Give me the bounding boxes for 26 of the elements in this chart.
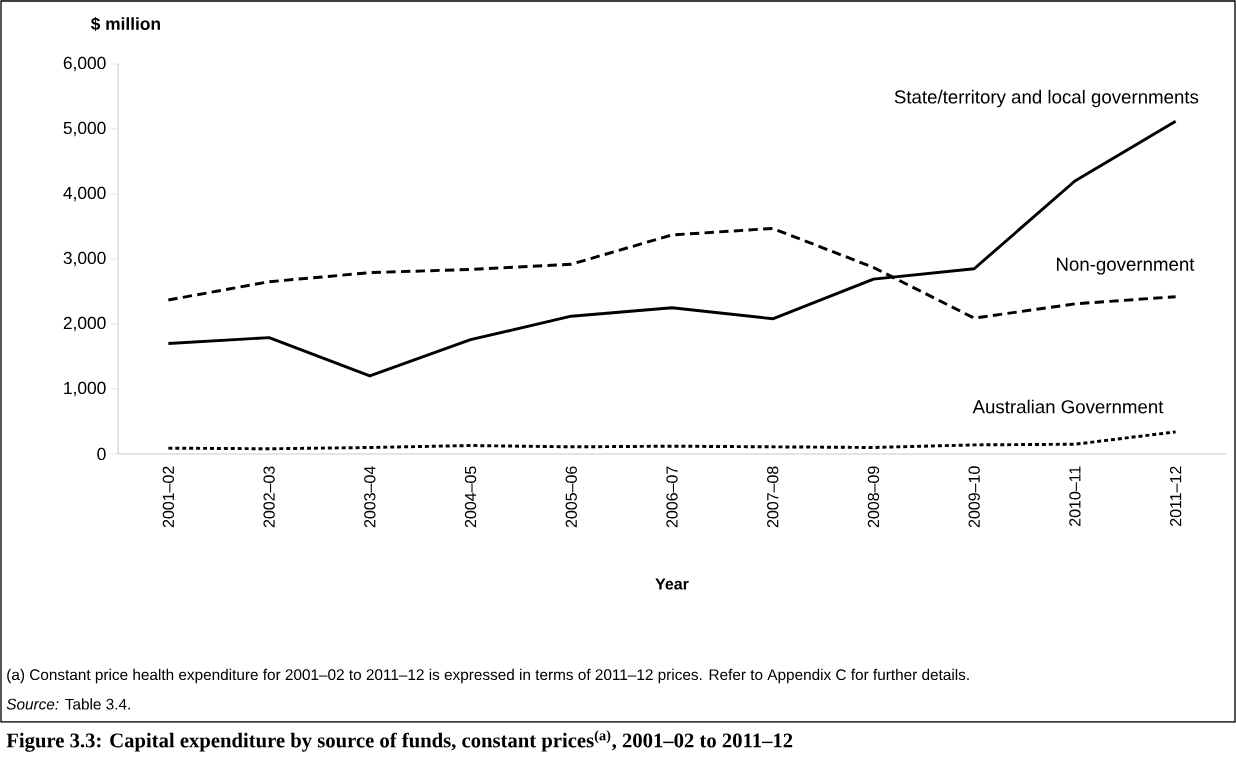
text: (a) Constant price health expenditure for 2001–02 to 2011–12 is expressed in terms of 2011–12 prices. Refer to Appendix C for further details. [7, 668, 969, 684]
y-tick-label: 5,000 [63, 121, 106, 137]
y-tick-label: 4,000 [63, 186, 106, 202]
x-tick-label: 2009–10 [968, 466, 980, 528]
y-tick-label: 6,000 [63, 56, 106, 72]
text: Figure 3.3: Capital expenditure by source of funds, constant prices$^{(a)}$, 2001–02 to 2011–12 [6, 730, 793, 752]
x-tick-label: 2007–08 [767, 466, 779, 528]
x-tick-label: 2008–09 [867, 466, 880, 528]
series-label: Non-government [1056, 257, 1195, 275]
x-tick-label: 2003–04 [364, 466, 376, 528]
x-tick-label: 2004–05 [464, 466, 477, 528]
x-tick-label: 2001–02 [162, 466, 175, 528]
x-axis-title: Year [655, 578, 689, 590]
x-tick-label: 2011–12 [1169, 466, 1182, 527]
y-tick-label: 2,000 [63, 316, 106, 332]
x-tick-label: 2010–11 [1069, 466, 1081, 527]
y-axis-title: $ million [90, 16, 160, 32]
x-tick-label: 2005–06 [565, 466, 577, 528]
y-tick-label: 1,000 [64, 381, 106, 397]
text: Source: Table 3.4. [6, 698, 130, 710]
y-tick-label: 3,000 [63, 251, 106, 267]
x-tick-label: 2006–07 [666, 466, 678, 528]
y-tick-label: 0 [97, 447, 106, 461]
series-label: Australian Government [972, 399, 1164, 414]
series-label: State/territory and local governments [894, 89, 1199, 108]
x-tick-label: 2002–03 [263, 466, 275, 528]
